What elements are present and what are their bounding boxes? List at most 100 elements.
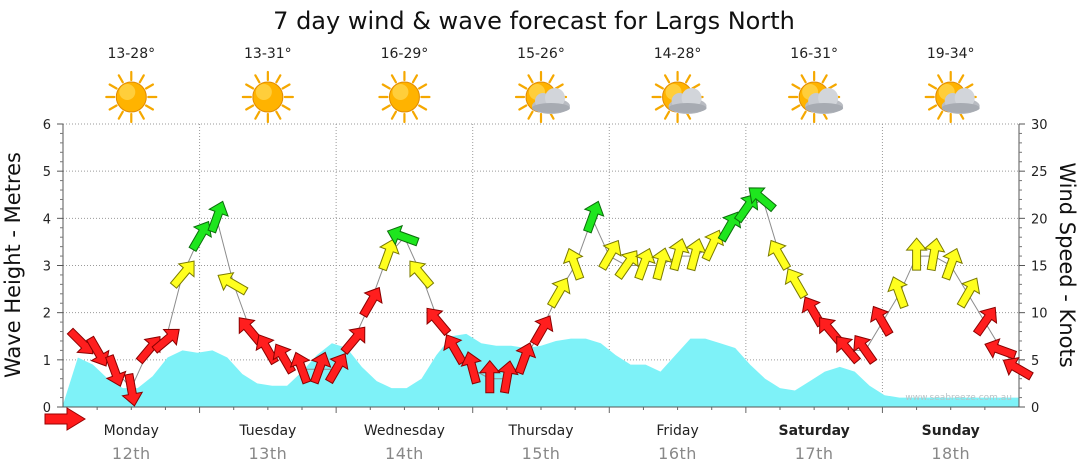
wind-arrow: [941, 247, 963, 281]
temperature-row: 13-28° 13-31° 16-29° 15-26° 14-28° 16-31° 19-3…: [107, 46, 974, 62]
day-name: Wednesday: [364, 423, 445, 439]
sun-cloud-icon: [514, 70, 570, 124]
day-temperature: 16-29°: [381, 46, 429, 62]
wind-arrow: [583, 200, 605, 234]
wind-arrow: [634, 247, 656, 281]
right-tick-label: 30: [1031, 118, 1048, 133]
wind-arrow: [359, 286, 383, 319]
wind-arrow: [923, 237, 946, 272]
weather-icons: [105, 70, 980, 124]
day-temperature: 13-31°: [244, 46, 292, 62]
day-temperature: 13-28°: [107, 46, 155, 62]
sun-cloud-icon: [651, 70, 707, 124]
sun-icon: [105, 70, 158, 124]
left-tick-label: 6: [43, 118, 51, 133]
day-name: Saturday: [779, 423, 850, 439]
wind-arrow: [378, 238, 400, 272]
day-date: 13th: [248, 444, 287, 463]
wind-arrow: [478, 359, 501, 394]
wind-arrow: [409, 260, 435, 289]
wind-arrow: [169, 260, 195, 289]
right-tick-label: 5: [1031, 354, 1039, 369]
right-tick-label: 15: [1031, 260, 1048, 275]
wind-arrow: [956, 277, 981, 309]
wind-arrow: [151, 328, 180, 354]
now-marker-arrow: [44, 407, 86, 431]
wind-arrow: [386, 224, 420, 247]
left-tick-label: 0: [43, 401, 51, 416]
day-date: 14th: [385, 444, 424, 463]
wind-arrow: [887, 276, 909, 309]
wind-arrow: [426, 307, 452, 337]
day-temperature: 14-28°: [654, 46, 702, 62]
day-name: Monday: [104, 423, 159, 439]
right-axis-ticks: 0 5 10 15 20 25 30: [1019, 118, 1048, 416]
wind-arrow: [460, 351, 482, 385]
wind-arrow: [496, 360, 519, 394]
wind-arrow: [717, 211, 742, 243]
day-date: 15th: [522, 444, 561, 463]
day-name: Tuesday: [238, 423, 296, 439]
left-axis-title: Wave Height - Metres: [1, 152, 25, 378]
wind-arrow: [255, 334, 280, 366]
watermark: www.seabreeze.com.au: [905, 393, 1012, 403]
wind-arrow: [972, 306, 998, 337]
wind-arrow: [562, 247, 585, 281]
wind-arrow: [309, 351, 332, 385]
day-name: Thursday: [507, 423, 573, 439]
wind-arrow: [340, 326, 366, 356]
day-date: 18th: [931, 444, 970, 463]
wind-arrow: [651, 247, 673, 281]
right-tick-label: 10: [1031, 307, 1048, 322]
chart-title: 7 day wind & wave forecast for Largs Nor…: [273, 7, 795, 35]
day-date: 17th: [795, 444, 834, 463]
wind-arrow: [105, 354, 127, 387]
right-tick-label: 20: [1031, 212, 1048, 227]
left-tick-label: 5: [43, 165, 51, 180]
wind-arrow: [614, 250, 639, 280]
sun-cloud-icon: [924, 70, 980, 124]
wave-height-area: [63, 333, 1019, 407]
sun-cloud-icon: [788, 70, 844, 124]
wind-arrow: [85, 335, 110, 367]
left-tick-label: 1: [43, 354, 51, 369]
wind-arrow: [529, 315, 554, 347]
day-temperature: 15-26°: [517, 46, 565, 62]
wind-arrow: [217, 272, 249, 296]
wind-arrow: [324, 353, 349, 385]
sun-icon: [378, 70, 431, 124]
wind-arrow: [598, 239, 622, 271]
day-name: Sunday: [922, 423, 980, 439]
day-date: 12th: [112, 444, 151, 463]
wind-arrow: [748, 187, 777, 213]
right-tick-label: 25: [1031, 165, 1048, 180]
right-axis-title: Wind Speed - Knots: [1055, 162, 1079, 367]
wind-arrow: [870, 305, 894, 337]
wind-arrow: [121, 373, 144, 407]
day-name: Friday: [656, 423, 698, 439]
wind-arrow: [784, 268, 809, 300]
left-axis-ticks: 0 1 2 3 4 5 6: [43, 118, 63, 416]
day-temperature: 19-34°: [927, 46, 975, 62]
wind-arrow: [188, 220, 212, 253]
day-date: 16th: [658, 444, 697, 463]
left-tick-label: 3: [43, 260, 51, 275]
wind-arrow: [514, 342, 537, 375]
wind-arrow: [272, 343, 297, 375]
left-tick-label: 4: [43, 212, 51, 227]
day-labels: Monday 12th Tuesday 13th Wednesday 14th Thursd…: [104, 423, 980, 463]
sun-icon: [241, 70, 294, 124]
wind-arrow: [853, 335, 878, 365]
wind-arrow: [207, 200, 229, 234]
wind-arrow: [984, 338, 1018, 360]
wind-arrow: [1002, 356, 1034, 381]
wind-arrow: [289, 351, 312, 385]
wind-arrow: [767, 239, 792, 271]
wind-arrow: [546, 277, 571, 309]
day-temperature: 16-31°: [790, 46, 838, 62]
wind-arrows: [66, 187, 1034, 407]
wind-arrow: [668, 237, 690, 272]
wind-arrow: [836, 336, 862, 365]
right-tick-label: 0: [1031, 401, 1039, 416]
